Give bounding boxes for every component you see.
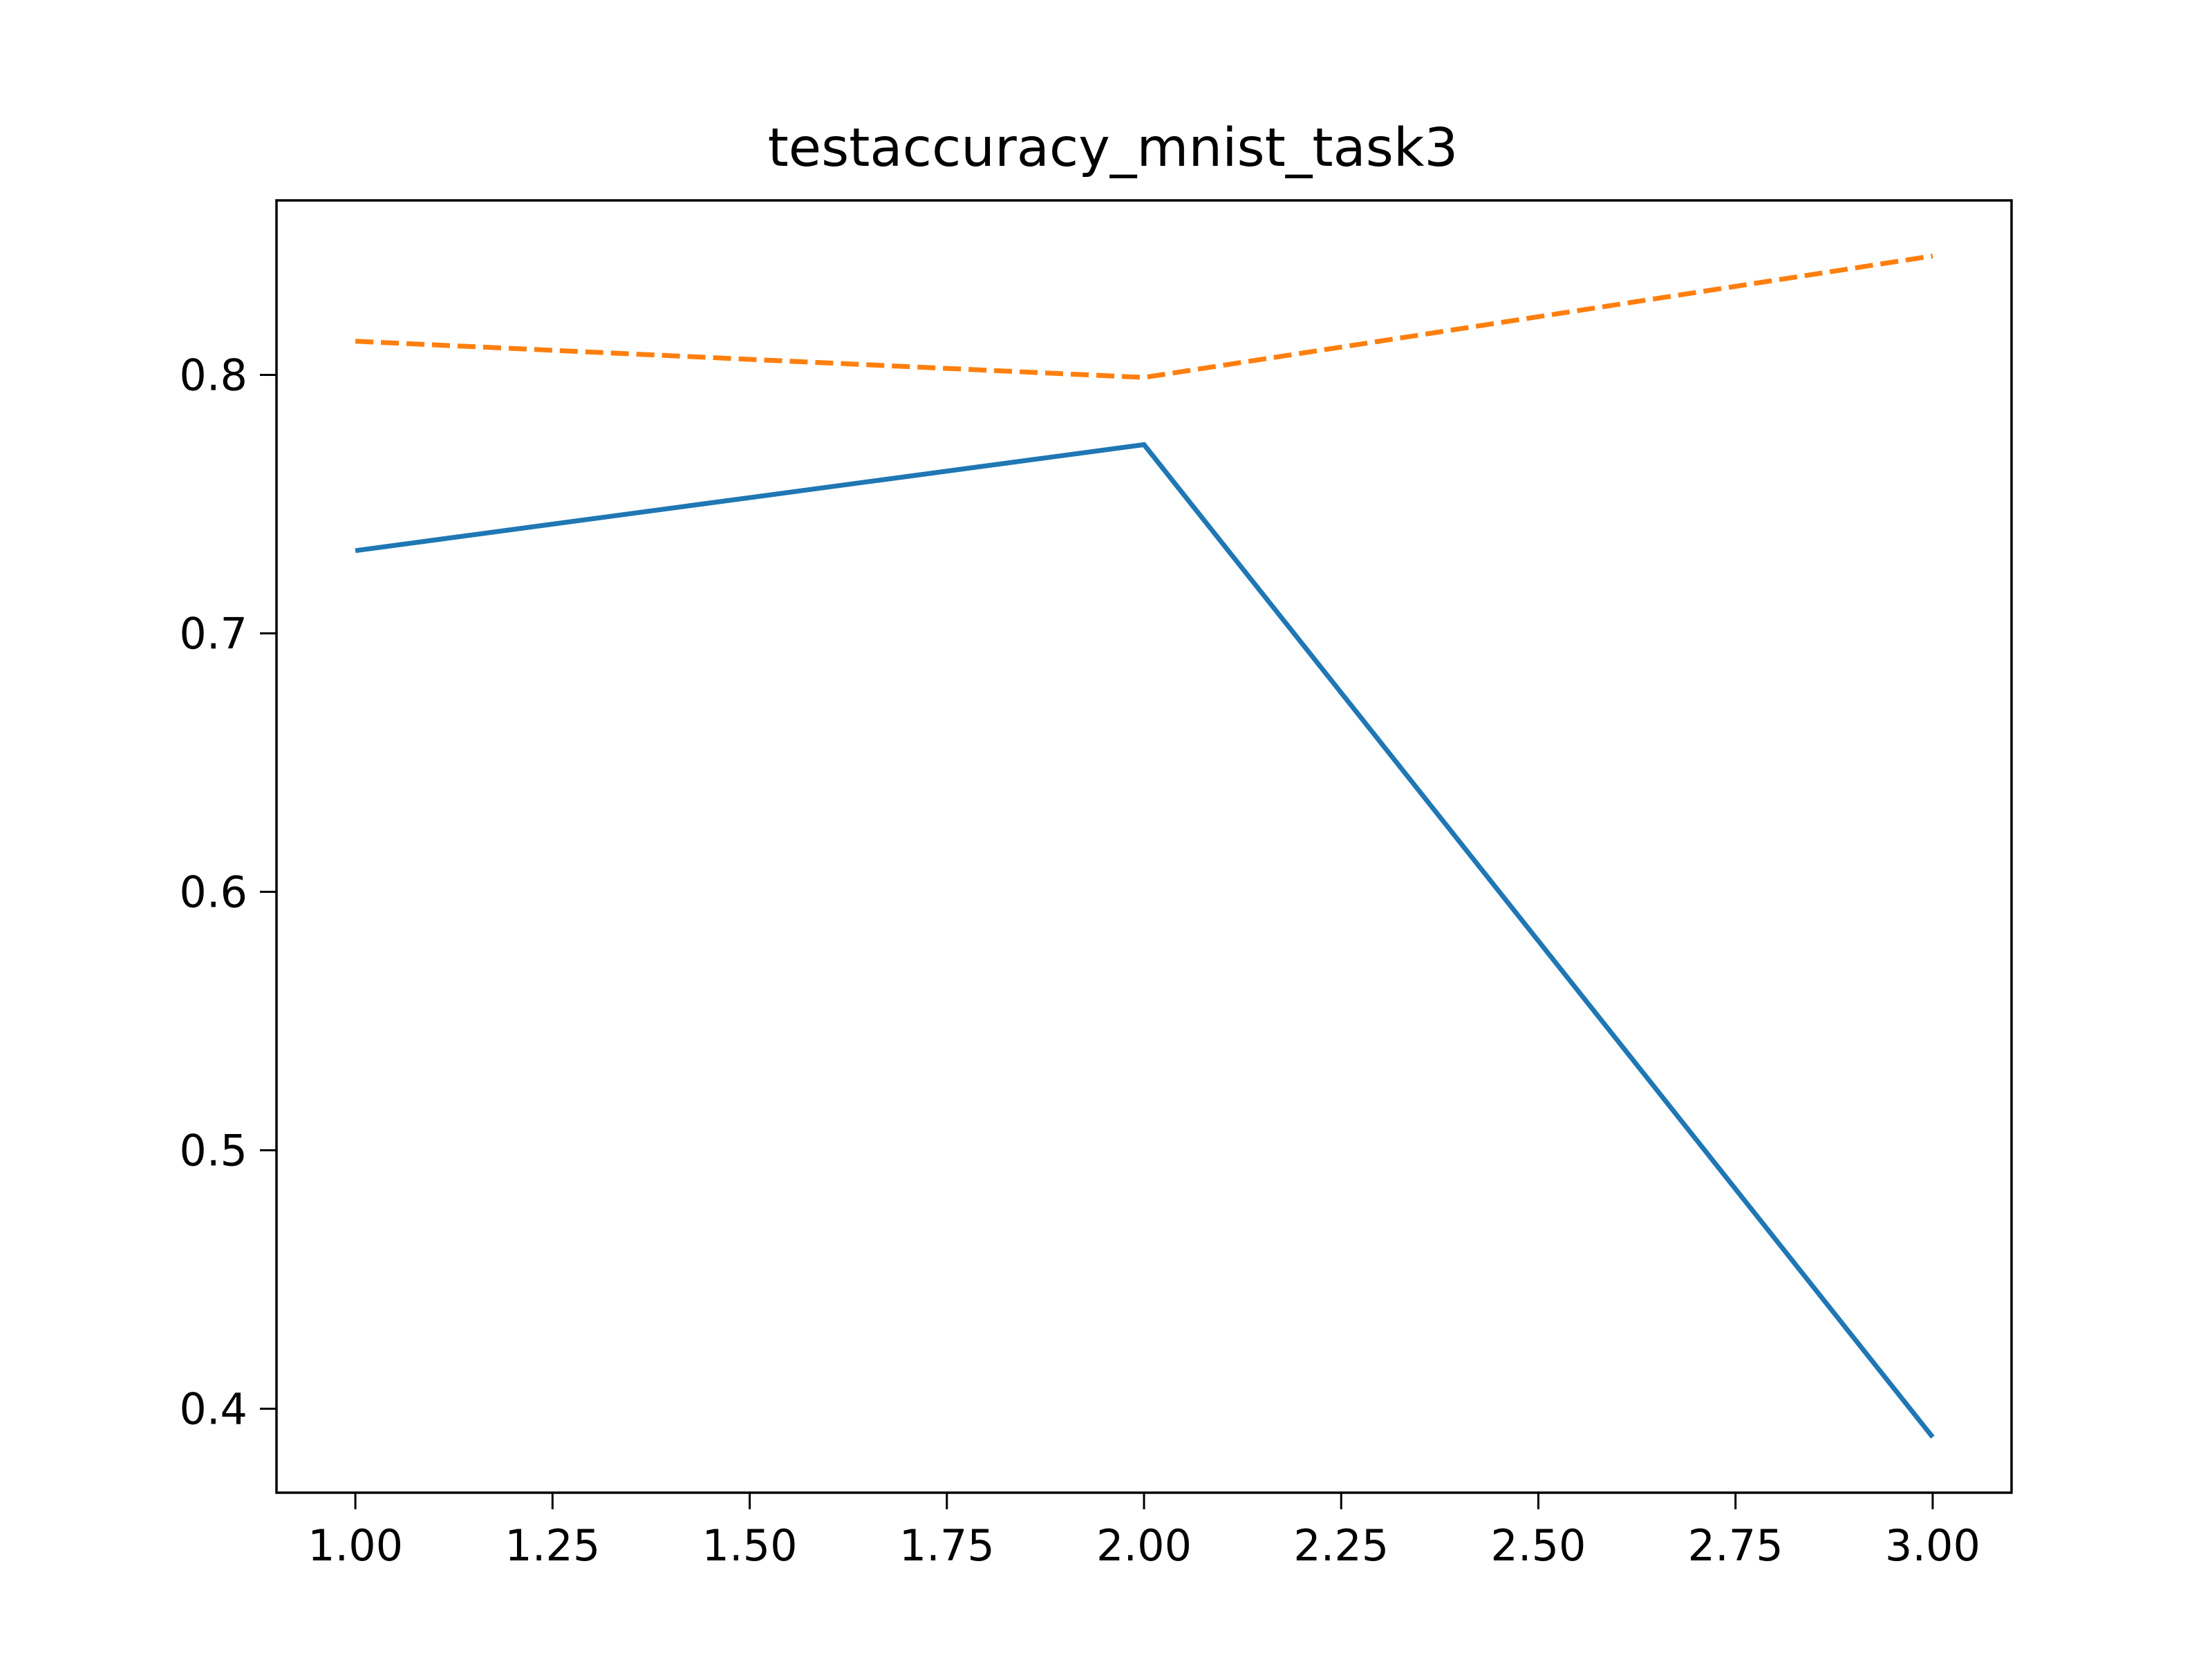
x-tick-label: 1.50 (702, 1520, 798, 1571)
x-tick-label: 2.00 (1096, 1520, 1192, 1571)
y-tick-label: 0.5 (179, 1125, 247, 1175)
chart-title: testaccuracy_mnist_task3 (768, 117, 1459, 179)
x-tick-label: 1.00 (308, 1520, 403, 1571)
y-tick-label: 0.4 (179, 1384, 247, 1434)
series-line-1 (355, 442, 1935, 1439)
y-tick-label: 0.7 (179, 608, 247, 659)
y-tick-label: 0.6 (179, 867, 247, 917)
x-tick-label: 2.75 (1688, 1520, 1783, 1571)
y-tick-label: 0.8 (179, 350, 247, 400)
plot-area: 1.00 1.25 1.50 1.75 2.00 2.25 2.50 2.75 3.00 0.4 0… (179, 199, 2013, 1571)
x-tick-label: 2.25 (1293, 1520, 1389, 1571)
x-tick-label: 1.75 (899, 1520, 995, 1571)
x-tick-label: 1.25 (505, 1520, 600, 1571)
x-tick-label: 2.50 (1490, 1520, 1586, 1571)
axes-frame (275, 199, 2013, 1494)
series-line-2 (355, 253, 1933, 380)
x-tick-label: 3.00 (1885, 1520, 1980, 1571)
